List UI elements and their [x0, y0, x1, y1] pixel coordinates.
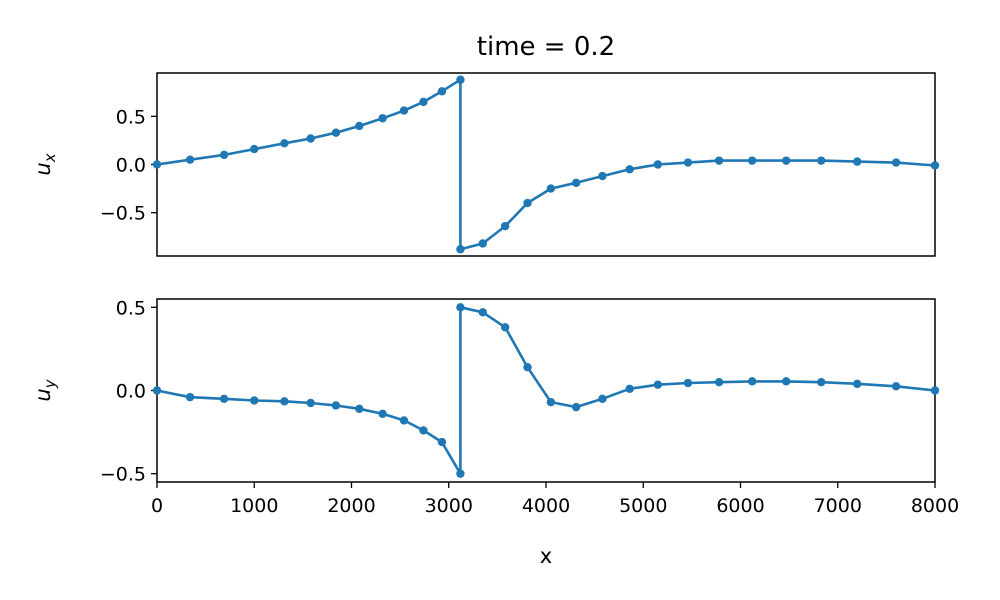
y-axis-label-base: u — [31, 388, 55, 401]
data-point — [219, 150, 229, 160]
data-point — [331, 128, 341, 137]
data-point — [419, 426, 428, 435]
x-tick-label: 8000 — [911, 495, 959, 517]
data-point — [571, 402, 581, 412]
data-point — [399, 416, 409, 425]
y-axis-label-subscript: y — [41, 378, 59, 389]
y-tick-label: 0.0 — [116, 155, 146, 177]
data-point — [219, 394, 229, 404]
x-tick-label: 7000 — [814, 495, 862, 517]
data-point — [930, 161, 940, 170]
data-point — [456, 75, 465, 84]
data-point — [853, 157, 862, 166]
x-axis-label: x — [540, 544, 552, 568]
data-point — [598, 394, 607, 404]
data-point — [152, 160, 162, 169]
y-axis-label: ux — [31, 153, 59, 175]
y-axis-label-subscript: x — [41, 153, 59, 163]
y-tick-label: 0.5 — [116, 297, 146, 319]
y-axis-label: uy — [31, 378, 59, 401]
data-point — [546, 397, 556, 407]
x-tick-label: 6000 — [716, 495, 764, 517]
data-point — [683, 158, 693, 167]
data-point — [891, 158, 901, 167]
data-point — [747, 377, 757, 386]
x-tick-label: 1000 — [230, 495, 278, 517]
data-point — [714, 156, 724, 165]
data-point — [280, 397, 289, 406]
axes-frame — [156, 298, 936, 483]
y-axis-label-base: u — [31, 162, 55, 175]
data-point — [571, 178, 581, 187]
x-tick-label: 3000 — [425, 495, 473, 517]
data-point — [456, 245, 465, 254]
data-point — [714, 377, 724, 387]
data-point — [817, 156, 826, 165]
data-point — [625, 384, 634, 394]
data-point — [185, 392, 195, 402]
y-tick-label: −0.5 — [100, 203, 146, 225]
data-point — [546, 184, 556, 193]
data-point — [355, 404, 364, 413]
data-point — [653, 160, 663, 169]
y-tick-label: 0.0 — [116, 381, 146, 403]
series-line — [156, 305, 936, 476]
data-point — [478, 239, 487, 248]
data-point — [456, 303, 465, 312]
data-point — [250, 144, 259, 154]
data-point — [653, 380, 663, 389]
x-tick-label: 0 — [151, 495, 163, 517]
data-point — [625, 165, 634, 174]
y-tick-label: −0.5 — [100, 464, 146, 486]
data-point — [598, 171, 607, 181]
series-line — [156, 78, 936, 251]
axes-frame — [156, 72, 936, 257]
data-point — [250, 396, 259, 405]
data-point — [437, 87, 447, 96]
data-point — [378, 114, 387, 123]
data-point — [853, 379, 862, 389]
data-point — [378, 409, 387, 418]
x-tick-label: 5000 — [619, 495, 667, 517]
data-point — [683, 378, 693, 388]
data-point — [930, 386, 940, 395]
data-point — [782, 377, 791, 386]
data-point — [478, 308, 487, 317]
y-tick-label: 0.5 — [116, 106, 146, 128]
data-point — [419, 97, 428, 107]
x-tick-label: 2000 — [327, 495, 375, 517]
data-point — [185, 155, 195, 164]
data-point — [280, 139, 289, 148]
data-point — [782, 156, 791, 165]
data-point — [152, 386, 162, 395]
data-point — [456, 469, 465, 478]
data-point — [523, 198, 532, 208]
data-point — [500, 323, 510, 332]
data-point — [399, 106, 409, 115]
chart-title: time = 0.2 — [477, 32, 615, 62]
data-point — [817, 377, 826, 387]
data-point — [306, 134, 315, 143]
bottom-subplot-uy: 0.5 0.0 −0.50 1000 2000 3000 4000 5000 6000 7000 8… — [31, 297, 959, 568]
x-tick-label: 4000 — [522, 495, 570, 517]
data-point — [523, 363, 532, 372]
data-point — [500, 221, 510, 231]
data-point — [437, 437, 447, 447]
top-subplot-ux: 0.5 0.0 −0.5 ux — [31, 72, 940, 257]
data-point — [355, 121, 364, 131]
data-point — [331, 401, 341, 410]
data-point — [891, 382, 901, 391]
data-point — [306, 398, 315, 408]
data-point — [747, 156, 757, 165]
